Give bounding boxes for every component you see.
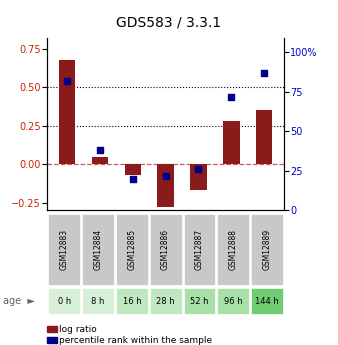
Point <box>262 70 267 76</box>
Text: 52 h: 52 h <box>190 296 209 306</box>
Point <box>64 78 70 83</box>
Text: GSM12889: GSM12889 <box>263 229 271 270</box>
Text: GSM12887: GSM12887 <box>195 229 204 270</box>
Bar <box>47 326 57 332</box>
Bar <box>217 288 249 314</box>
Text: GSM12885: GSM12885 <box>127 229 136 270</box>
Text: GSM12886: GSM12886 <box>161 229 170 270</box>
Text: 96 h: 96 h <box>224 296 243 306</box>
Bar <box>217 214 249 285</box>
Bar <box>59 59 75 164</box>
Text: GSM12884: GSM12884 <box>94 229 102 270</box>
Text: GSM12883: GSM12883 <box>60 229 69 270</box>
Text: age  ►: age ► <box>3 296 35 306</box>
Bar <box>116 288 148 314</box>
Bar <box>256 110 272 164</box>
Point <box>228 94 234 99</box>
Point <box>196 167 201 172</box>
Bar <box>184 214 215 285</box>
Bar <box>150 214 182 285</box>
Bar <box>150 288 182 314</box>
Point <box>97 148 103 153</box>
Bar <box>48 288 80 314</box>
Bar <box>184 288 215 314</box>
Text: log ratio: log ratio <box>59 325 97 334</box>
Bar <box>92 157 108 164</box>
Bar <box>82 214 114 285</box>
Point <box>163 173 168 178</box>
Bar <box>251 214 283 285</box>
Text: 16 h: 16 h <box>122 296 141 306</box>
Bar <box>82 288 114 314</box>
Bar <box>251 288 283 314</box>
Bar <box>223 121 240 164</box>
Text: percentile rank within the sample: percentile rank within the sample <box>59 336 212 345</box>
Bar <box>48 214 80 285</box>
Bar <box>158 164 174 207</box>
Bar <box>116 214 148 285</box>
Text: 0 h: 0 h <box>57 296 71 306</box>
Bar <box>190 164 207 190</box>
Bar <box>124 164 141 175</box>
Bar <box>47 337 57 343</box>
Text: GDS583 / 3.3.1: GDS583 / 3.3.1 <box>116 15 222 29</box>
Text: GSM12888: GSM12888 <box>229 229 238 270</box>
Text: 28 h: 28 h <box>156 296 175 306</box>
Text: 144 h: 144 h <box>255 296 279 306</box>
Text: 8 h: 8 h <box>91 296 105 306</box>
Point <box>130 176 136 181</box>
